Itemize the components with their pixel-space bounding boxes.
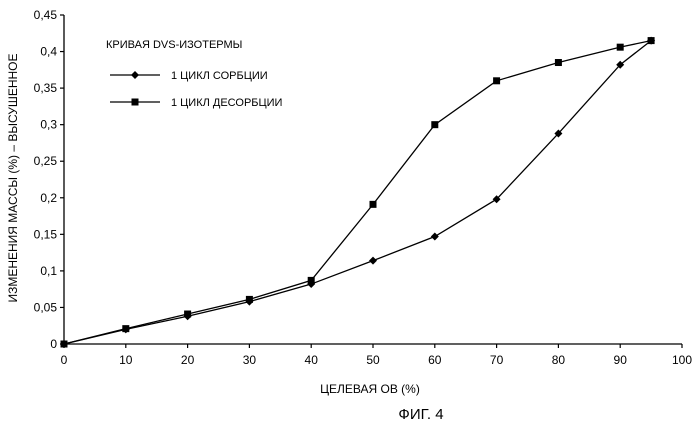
y-tick-label: 0,35 <box>34 81 58 95</box>
data-point-square <box>308 277 315 284</box>
legend-label: 1 ЦИКЛ СОРБЦИИ <box>171 70 268 82</box>
x-tick-label: 10 <box>119 353 133 367</box>
x-tick-label: 70 <box>490 353 504 367</box>
data-point-diamond <box>431 233 439 241</box>
x-tick-label: 60 <box>428 353 442 367</box>
series-layer <box>60 37 655 348</box>
x-tick-label: 100 <box>672 353 692 367</box>
legend: 1 ЦИКЛ СОРБЦИИ 1 ЦИКЛ ДЕСОРБЦИИ <box>110 70 282 109</box>
series-line-1 <box>64 41 651 344</box>
data-point-square <box>61 341 68 348</box>
figure-caption: ФИГ. 4 <box>398 406 443 423</box>
y-tick-label: 0,3 <box>40 118 57 132</box>
series-line-2 <box>64 41 651 344</box>
x-tick-label: 40 <box>305 353 319 367</box>
y-tick-label: 0,15 <box>34 227 58 241</box>
x-tick-label: 80 <box>552 353 566 367</box>
data-point-square <box>648 37 655 44</box>
y-tick-label: 0,45 <box>34 8 58 22</box>
data-point-square <box>184 311 191 318</box>
y-tick-label: 0,05 <box>34 300 58 314</box>
y-tick-label: 0,4 <box>40 45 57 59</box>
data-point-square <box>493 77 500 84</box>
y-tick-label: 0,1 <box>40 264 57 278</box>
data-point-square <box>246 296 253 303</box>
data-point-square <box>617 44 624 51</box>
y-tick-label: 0,2 <box>40 191 57 205</box>
y-axis-title: ИЗМЕНЕНИЯ МАССЫ (%) – ВЫСУШЕННОЕ <box>6 53 20 302</box>
x-tick-label: 20 <box>181 353 195 367</box>
data-point-square <box>555 59 562 66</box>
x-tick-label: 90 <box>614 353 628 367</box>
x-axis-title: ЦЕЛЕВАЯ ОВ (%) <box>320 382 420 396</box>
data-point-square <box>132 99 139 106</box>
legend-label: 1 ЦИКЛ ДЕСОРБЦИИ <box>171 97 282 109</box>
x-tick-label: 50 <box>366 353 380 367</box>
ticks: 0 0,05 0,1 0,15 0,2 0,25 0,3 0,35 0,4 0,45 0 10 20 30… <box>34 8 693 367</box>
axes <box>64 15 682 344</box>
data-point-square <box>431 121 438 128</box>
x-tick-label: 0 <box>61 353 68 367</box>
y-tick-label: 0 <box>50 337 57 351</box>
y-tick-label: 0,25 <box>34 154 58 168</box>
legend-title: КРИВАЯ DVS-ИЗОТЕРМЫ <box>106 39 242 51</box>
data-point-square <box>370 201 377 208</box>
data-point-diamond <box>131 71 139 79</box>
x-tick-label: 30 <box>243 353 257 367</box>
data-point-diamond <box>369 257 377 265</box>
data-point-square <box>122 325 129 332</box>
